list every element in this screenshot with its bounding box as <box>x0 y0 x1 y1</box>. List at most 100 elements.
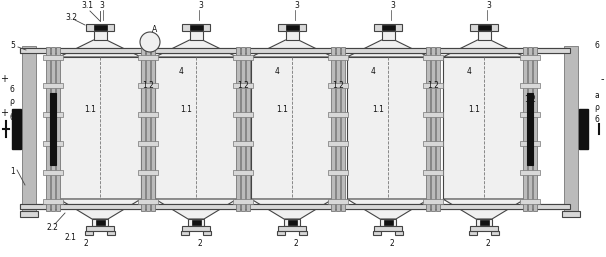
Bar <box>246 47 250 211</box>
Text: 2: 2 <box>84 238 88 247</box>
Text: 1.1: 1.1 <box>372 105 384 114</box>
Bar <box>479 220 488 225</box>
Bar <box>86 226 114 231</box>
Bar <box>382 31 395 40</box>
Bar <box>520 141 540 146</box>
Bar <box>43 198 63 204</box>
Bar <box>138 170 158 175</box>
Text: 3.1: 3.1 <box>81 2 93 11</box>
Bar <box>190 25 202 30</box>
Bar <box>141 47 145 211</box>
Text: 1.1: 1.1 <box>84 105 96 114</box>
Bar <box>155 57 237 199</box>
Bar <box>138 54 158 60</box>
Bar <box>533 47 537 211</box>
Bar <box>443 57 525 199</box>
Bar <box>181 231 189 235</box>
Bar <box>43 54 63 60</box>
Bar <box>20 48 570 53</box>
Text: 1.1: 1.1 <box>468 105 480 114</box>
Text: a: a <box>594 90 599 99</box>
Bar <box>233 54 253 60</box>
Bar <box>284 219 300 226</box>
Text: 1.1: 1.1 <box>276 105 288 114</box>
Bar <box>528 47 532 211</box>
Bar <box>579 109 588 149</box>
Bar <box>520 54 540 60</box>
Bar <box>146 47 150 211</box>
Bar <box>93 25 107 30</box>
Text: 2.1: 2.1 <box>64 233 76 242</box>
Polygon shape <box>443 40 525 57</box>
Text: ρ: ρ <box>594 103 599 112</box>
Bar <box>285 31 299 40</box>
Bar <box>423 54 443 60</box>
Bar <box>299 231 307 235</box>
Text: 3: 3 <box>99 2 104 11</box>
Text: 2.2: 2.2 <box>46 224 58 233</box>
Text: 3: 3 <box>295 2 299 11</box>
Text: 3: 3 <box>487 2 491 11</box>
Bar <box>470 226 498 231</box>
Text: 6: 6 <box>594 115 599 124</box>
Text: 3: 3 <box>390 2 396 11</box>
Bar <box>470 24 498 31</box>
Bar <box>469 231 477 235</box>
Text: 1.2: 1.2 <box>142 80 154 89</box>
Bar <box>562 211 580 217</box>
Text: 1.2: 1.2 <box>427 80 439 89</box>
Text: 1.2: 1.2 <box>332 80 344 89</box>
Bar <box>236 47 240 211</box>
Bar <box>138 141 158 146</box>
Bar <box>423 198 443 204</box>
Bar <box>233 170 253 175</box>
Bar <box>373 231 381 235</box>
Text: 1.1: 1.1 <box>180 105 192 114</box>
Bar <box>43 112 63 117</box>
Bar <box>191 220 201 225</box>
Polygon shape <box>347 199 429 219</box>
Text: 6: 6 <box>594 41 599 50</box>
Bar <box>182 24 210 31</box>
Polygon shape <box>251 40 333 57</box>
Bar <box>20 211 38 217</box>
Polygon shape <box>443 199 525 219</box>
Text: 4: 4 <box>179 68 184 77</box>
Bar <box>341 47 345 211</box>
Bar <box>188 219 204 226</box>
Bar <box>138 198 158 204</box>
Bar <box>328 112 348 117</box>
Bar <box>20 204 570 209</box>
Bar <box>527 93 533 165</box>
Text: ρ: ρ <box>10 97 15 106</box>
Polygon shape <box>155 40 237 57</box>
Text: 2: 2 <box>198 238 202 247</box>
Bar <box>233 141 253 146</box>
Bar <box>278 226 306 231</box>
Bar <box>520 198 540 204</box>
Text: 5: 5 <box>10 41 15 50</box>
Bar <box>233 83 253 88</box>
Bar <box>12 109 21 149</box>
Text: A: A <box>152 24 158 33</box>
Bar <box>203 231 211 235</box>
Polygon shape <box>59 199 141 219</box>
Text: 3: 3 <box>199 2 204 11</box>
Bar <box>241 47 245 211</box>
Bar <box>51 47 55 211</box>
Text: 1: 1 <box>11 168 15 177</box>
Text: +: + <box>0 74 8 84</box>
Bar <box>328 141 348 146</box>
Polygon shape <box>347 40 429 57</box>
Bar <box>374 24 402 31</box>
Bar <box>328 54 348 60</box>
Bar <box>43 83 63 88</box>
Bar <box>331 47 335 211</box>
Polygon shape <box>155 199 237 219</box>
Bar <box>382 25 395 30</box>
Bar <box>233 198 253 204</box>
Bar <box>107 231 115 235</box>
Bar <box>86 24 114 31</box>
Bar <box>478 31 490 40</box>
Bar <box>20 48 570 53</box>
